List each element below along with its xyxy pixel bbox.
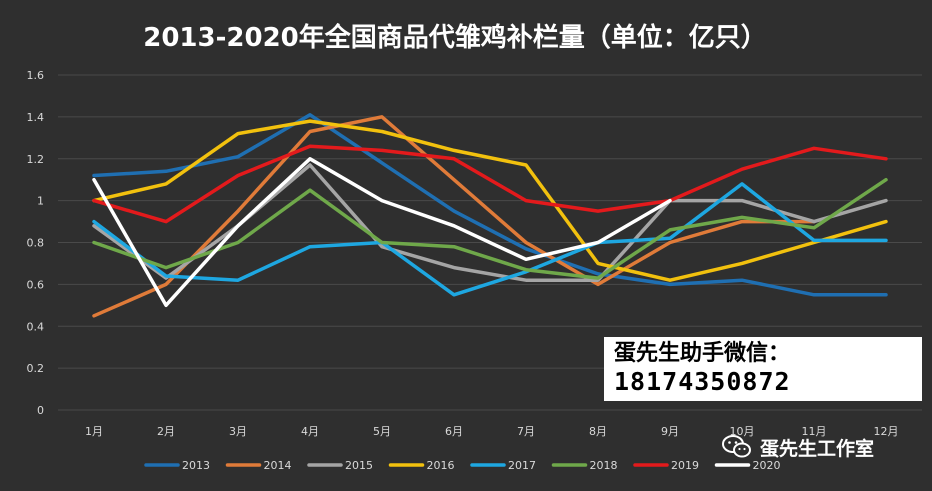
series-line-2014 [92,115,816,318]
legend-label: 2014 [264,459,292,472]
x-tick-label: 6月 [445,425,463,438]
legend: 2013 2014 2015 2016 2017 2018 2019 2020 [144,459,781,472]
watermark-text: 蛋先生工作室 [760,437,875,460]
series-line-2017 [92,182,888,297]
x-tick-label: 2月 [157,425,175,438]
legend-label: 2017 [508,459,536,472]
series-line-2013 [92,113,888,297]
contact-number: 18174350872 [614,367,791,396]
watermark: 蛋先生工作室 [722,431,874,463]
legend-label: 2016 [427,459,455,472]
x-tick-label: 9月 [661,425,679,438]
y-tick-label: 1.2 [27,153,45,166]
y-axis: 0 0.2 0.4 0.6 0.8 1 1.2 1.4 1.6 [27,69,45,417]
y-tick-label: 1.4 [27,111,45,124]
legend-label: 2020 [753,459,781,472]
contact-title: 蛋先生助手微信： [614,341,791,366]
y-tick-label: 0.4 [27,320,45,333]
contact-box: 蛋先生助手微信： 18174350872 [604,337,922,401]
series-lines [92,113,888,318]
series-line-2020 [92,157,672,308]
series-line-2015 [92,163,888,282]
y-tick-label: 0 [37,404,44,417]
series-line-2018 [92,177,888,280]
legend-label: 2019 [671,459,699,472]
x-tick-label: 10月 [730,425,755,438]
x-tick-label: 12月 [874,425,899,438]
y-tick-label: 0.2 [27,362,45,375]
x-tick-label: 7月 [517,425,535,438]
y-tick-label: 1 [37,195,44,208]
x-tick-label: 8月 [589,425,607,438]
x-tick-label: 3月 [229,425,247,438]
series-line-2016 [92,119,888,282]
legend-label: 2013 [182,459,210,472]
series-line-2019 [92,144,888,224]
legend-label: 2015 [345,459,373,472]
chart-title: 2013-2020年全国商品代雏鸡补栏量（单位：亿只） [143,22,767,53]
y-tick-label: 0.6 [27,278,45,291]
y-tick-label: 0.8 [27,237,45,250]
x-tick-label: 4月 [301,425,319,438]
x-axis: 1月 2月 3月 4月 5月 6月 7月 8月 9月 10月 11月 12月 [85,425,899,438]
wechat-icon [722,435,751,458]
x-tick-label: 11月 [802,425,827,438]
x-tick-label: 1月 [85,425,103,438]
legend-label: 2018 [590,459,618,472]
y-tick-label: 1.6 [27,69,45,82]
x-tick-label: 5月 [373,425,391,438]
